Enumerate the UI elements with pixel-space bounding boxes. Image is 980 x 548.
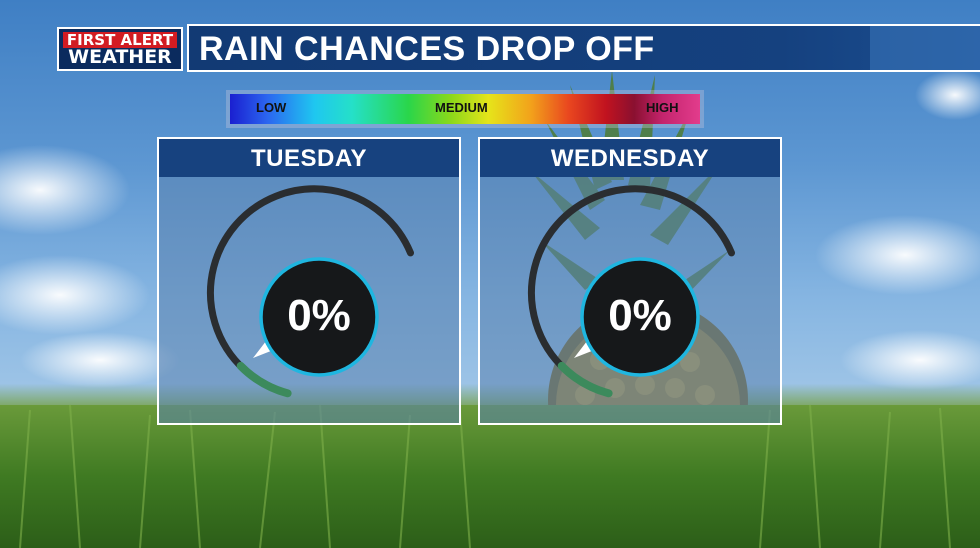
legend-medium-label: MEDIUM	[435, 100, 488, 115]
logo-line2: WEATHER	[68, 46, 172, 68]
legend-color-bar: LOW MEDIUM HIGH	[230, 94, 700, 124]
rain-chance-percent: 0%	[608, 291, 672, 340]
gauge-track	[527, 185, 735, 397]
gauge-fill	[557, 361, 613, 398]
logo-line1: FIRST ALERT	[63, 32, 177, 48]
grass	[0, 405, 980, 548]
legend-high-label: HIGH	[646, 100, 679, 115]
title-bar: RAIN CHANCES DROP OFF	[187, 24, 980, 72]
title-bar-accent	[870, 26, 980, 70]
clouds	[0, 70, 980, 390]
rain-chance-percent: 0%	[287, 291, 351, 340]
page-title: RAIN CHANCES DROP OFF	[199, 30, 655, 68]
legend-low-label: LOW	[256, 100, 287, 115]
day-panel-wednesday: WEDNESDAY 0%	[478, 137, 782, 425]
gauge-track	[206, 185, 414, 397]
rain-chance-gauge	[206, 185, 414, 398]
first-alert-weather-logo: FIRST ALERT WEATHER	[57, 27, 183, 71]
percent-circle	[580, 257, 700, 377]
day-name: TUESDAY	[159, 139, 459, 177]
day-panel-tuesday: TUESDAY 0%	[157, 137, 461, 425]
percent-circle	[259, 257, 379, 377]
intensity-legend: LOW MEDIUM HIGH	[226, 90, 704, 128]
rain-chance-gauge	[527, 185, 735, 398]
day-name: WEDNESDAY	[480, 139, 780, 177]
gauge-fill	[236, 361, 292, 398]
